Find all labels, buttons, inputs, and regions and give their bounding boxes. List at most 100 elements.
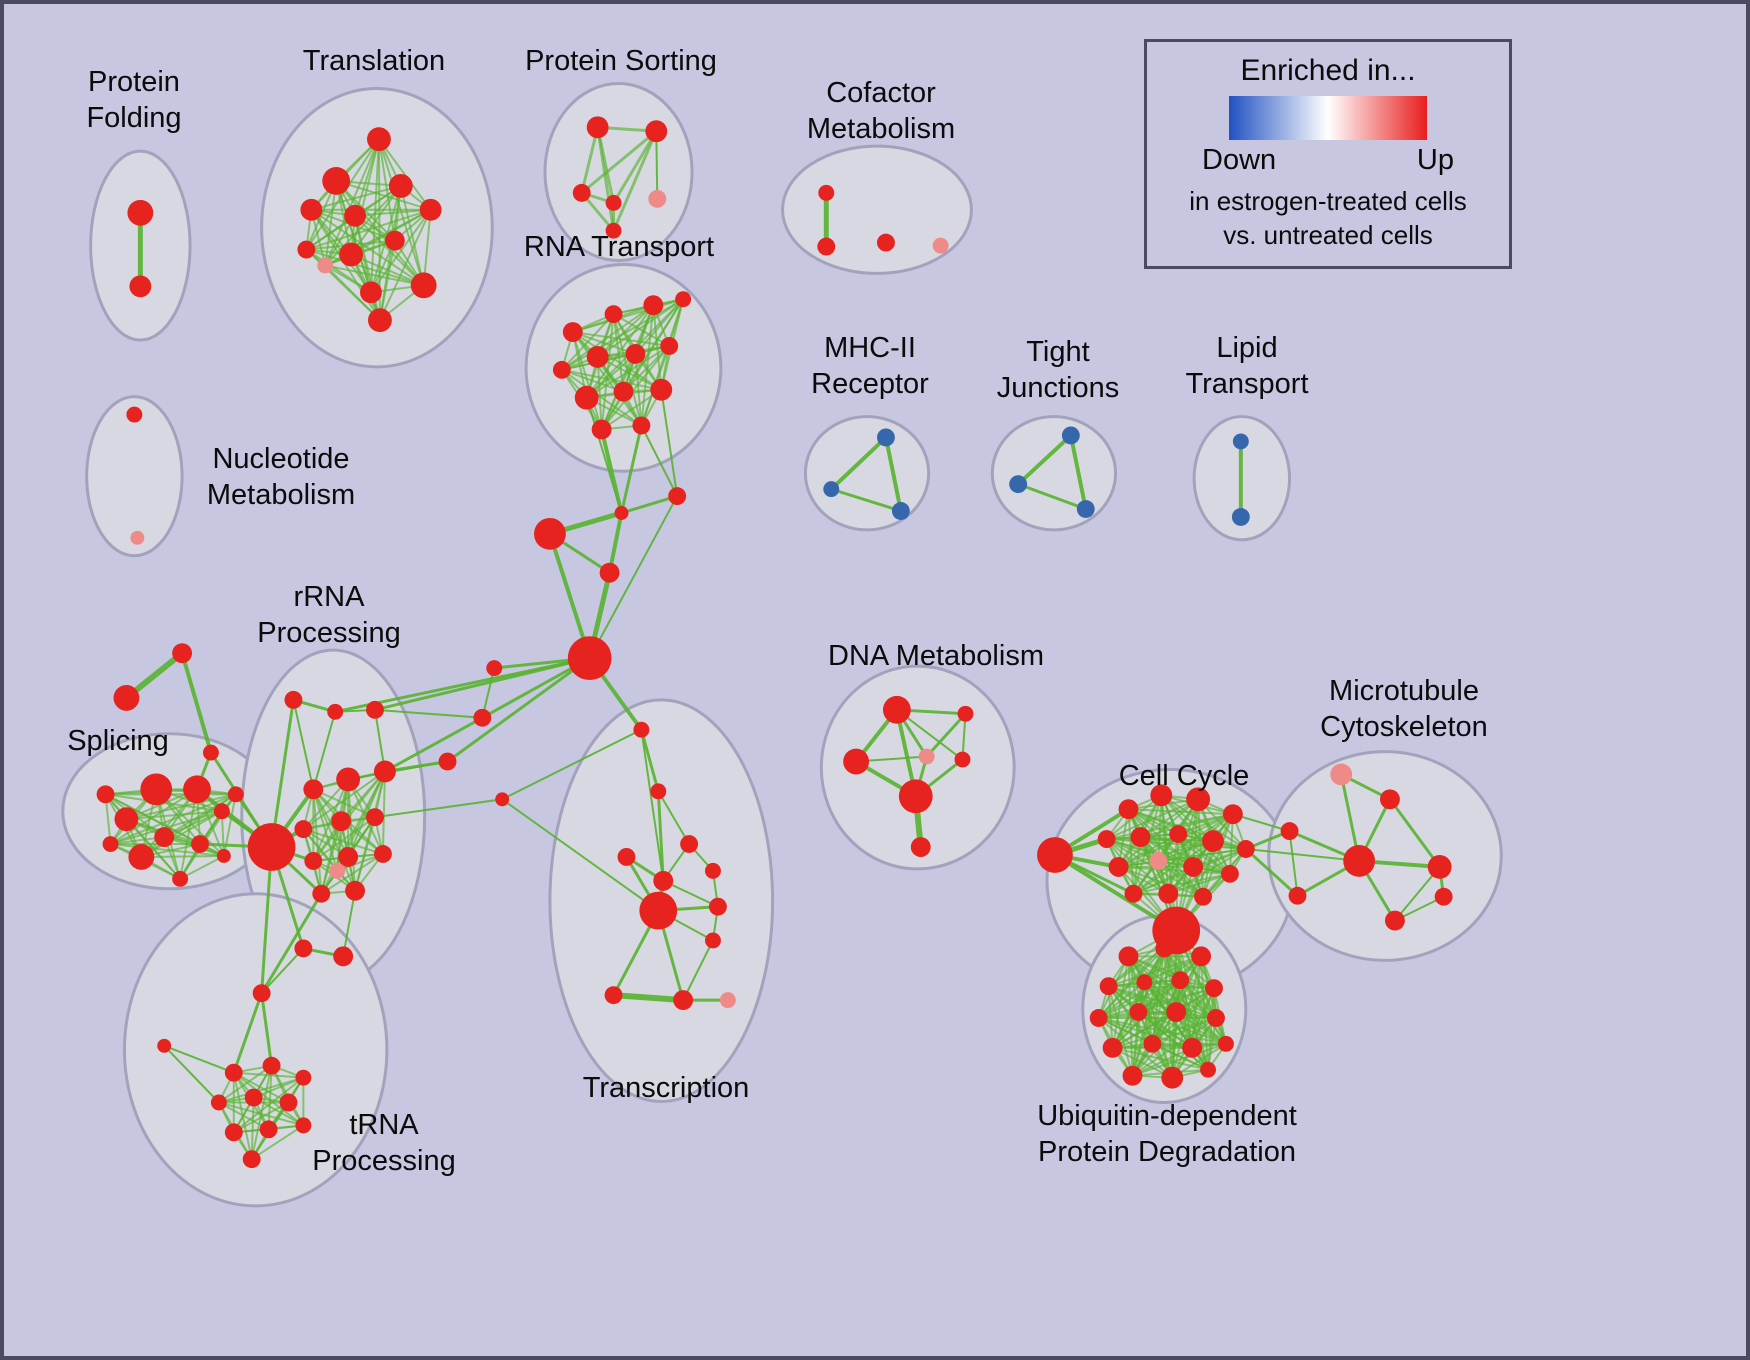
gene-set-node-97 bbox=[1102, 1037, 1123, 1058]
edge bbox=[163, 1044, 235, 1074]
edge bbox=[1131, 1046, 1194, 1077]
edge bbox=[1131, 987, 1215, 1077]
gene-set-node-149 bbox=[705, 932, 721, 949]
gene-set-node-79 bbox=[1380, 789, 1400, 810]
edge bbox=[571, 331, 671, 347]
edge bbox=[305, 208, 432, 251]
edge bbox=[1132, 872, 1231, 895]
edge bbox=[1202, 813, 1234, 898]
edge bbox=[588, 495, 679, 660]
edge bbox=[596, 355, 603, 431]
gene-set-node-2 bbox=[322, 167, 351, 195]
gene-set-node-38 bbox=[668, 487, 687, 506]
gene-set-node-91 bbox=[1171, 971, 1190, 990]
gene-set-node-31 bbox=[625, 343, 646, 364]
edge bbox=[622, 344, 671, 393]
gene-set-node-164 bbox=[242, 1150, 261, 1169]
gene-set-node-108 bbox=[128, 844, 155, 870]
gene-set-node-6 bbox=[388, 173, 413, 198]
cluster-ellipse-nucleotide-metabolism bbox=[85, 395, 184, 558]
gene-set-node-73 bbox=[1220, 864, 1239, 883]
edge bbox=[1105, 813, 1234, 841]
edge bbox=[657, 790, 691, 846]
edge bbox=[610, 992, 687, 1004]
gene-set-node-129 bbox=[304, 851, 323, 870]
edge bbox=[1157, 859, 1205, 898]
edge bbox=[292, 698, 315, 791]
legend-title: Enriched in... bbox=[1240, 54, 1416, 87]
edge bbox=[1107, 985, 1215, 990]
edge bbox=[612, 129, 658, 205]
gene-set-node-26 bbox=[604, 305, 623, 324]
gene-set-node-116 bbox=[172, 643, 193, 664]
edge bbox=[1068, 433, 1088, 511]
gene-set-node-9 bbox=[339, 242, 364, 267]
gene-set-node-63 bbox=[1186, 787, 1211, 812]
gene-set-node-131 bbox=[373, 845, 392, 863]
edge bbox=[250, 1096, 255, 1161]
edge bbox=[1244, 848, 1361, 862]
edge bbox=[305, 138, 380, 251]
gene-set-node-46 bbox=[823, 481, 840, 498]
edge bbox=[640, 424, 679, 498]
gene-set-node-85 bbox=[1384, 910, 1405, 931]
gene-set-node-151 bbox=[673, 990, 694, 1011]
gene-set-node-111 bbox=[227, 786, 244, 803]
gene-set-node-159 bbox=[244, 1088, 263, 1107]
gene-set-node-105 bbox=[183, 775, 211, 804]
edge bbox=[373, 708, 484, 719]
legend-updown-row: Down Up bbox=[1202, 144, 1454, 177]
gene-set-node-29 bbox=[552, 360, 571, 379]
gene-set-node-7 bbox=[419, 198, 442, 221]
gene-set-node-122 bbox=[366, 700, 384, 719]
edge bbox=[350, 253, 425, 287]
edge bbox=[312, 788, 323, 895]
gene-set-node-118 bbox=[202, 744, 219, 761]
edge bbox=[656, 789, 665, 883]
gene-set-node-126 bbox=[294, 820, 313, 839]
edge bbox=[596, 298, 685, 358]
edge bbox=[1132, 865, 1195, 895]
edge bbox=[560, 298, 685, 371]
gene-set-node-3 bbox=[367, 127, 391, 152]
edge bbox=[383, 716, 484, 773]
gene-set-node-25 bbox=[562, 322, 583, 342]
gene-set-node-132 bbox=[312, 884, 331, 903]
edge bbox=[600, 344, 671, 431]
cluster-ellipse-mhc-ii-receptor bbox=[803, 415, 931, 532]
edge bbox=[925, 712, 967, 759]
edge bbox=[640, 304, 655, 427]
gene-set-node-51 bbox=[1232, 433, 1249, 450]
gene-set-node-133 bbox=[345, 880, 366, 901]
gene-set-node-160 bbox=[279, 1093, 298, 1112]
edge bbox=[310, 184, 402, 211]
edge bbox=[660, 388, 679, 498]
edge bbox=[501, 798, 660, 912]
gene-set-node-104 bbox=[140, 773, 173, 806]
gene-set-node-39 bbox=[614, 506, 629, 520]
enrichment-map bbox=[61, 82, 1503, 1208]
edge bbox=[1097, 987, 1215, 1019]
edge bbox=[501, 728, 643, 801]
edge bbox=[596, 125, 616, 233]
gene-set-node-82 bbox=[1427, 854, 1452, 879]
gene-set-node-117 bbox=[113, 684, 140, 711]
cluster-ellipse-tight-junctions bbox=[990, 415, 1118, 532]
edge bbox=[104, 793, 182, 880]
edge bbox=[140, 854, 225, 858]
gene-set-node-158 bbox=[210, 1094, 227, 1111]
gene-set-node-83 bbox=[1288, 886, 1307, 905]
gene-set-node-110 bbox=[213, 803, 230, 820]
gene-set-node-92 bbox=[1205, 979, 1223, 998]
edge bbox=[1137, 1011, 1210, 1071]
gene-set-node-75 bbox=[1158, 883, 1179, 904]
edge bbox=[312, 788, 339, 872]
edge bbox=[560, 304, 655, 371]
edge bbox=[312, 816, 376, 862]
edge bbox=[1117, 840, 1214, 868]
legend-gradient-bar bbox=[1229, 96, 1427, 140]
edge bbox=[1139, 836, 1195, 868]
edge bbox=[302, 770, 386, 831]
cluster-ellipse-microtubule-cytoskeleton bbox=[1267, 750, 1503, 962]
gene-set-node-128 bbox=[366, 808, 384, 827]
